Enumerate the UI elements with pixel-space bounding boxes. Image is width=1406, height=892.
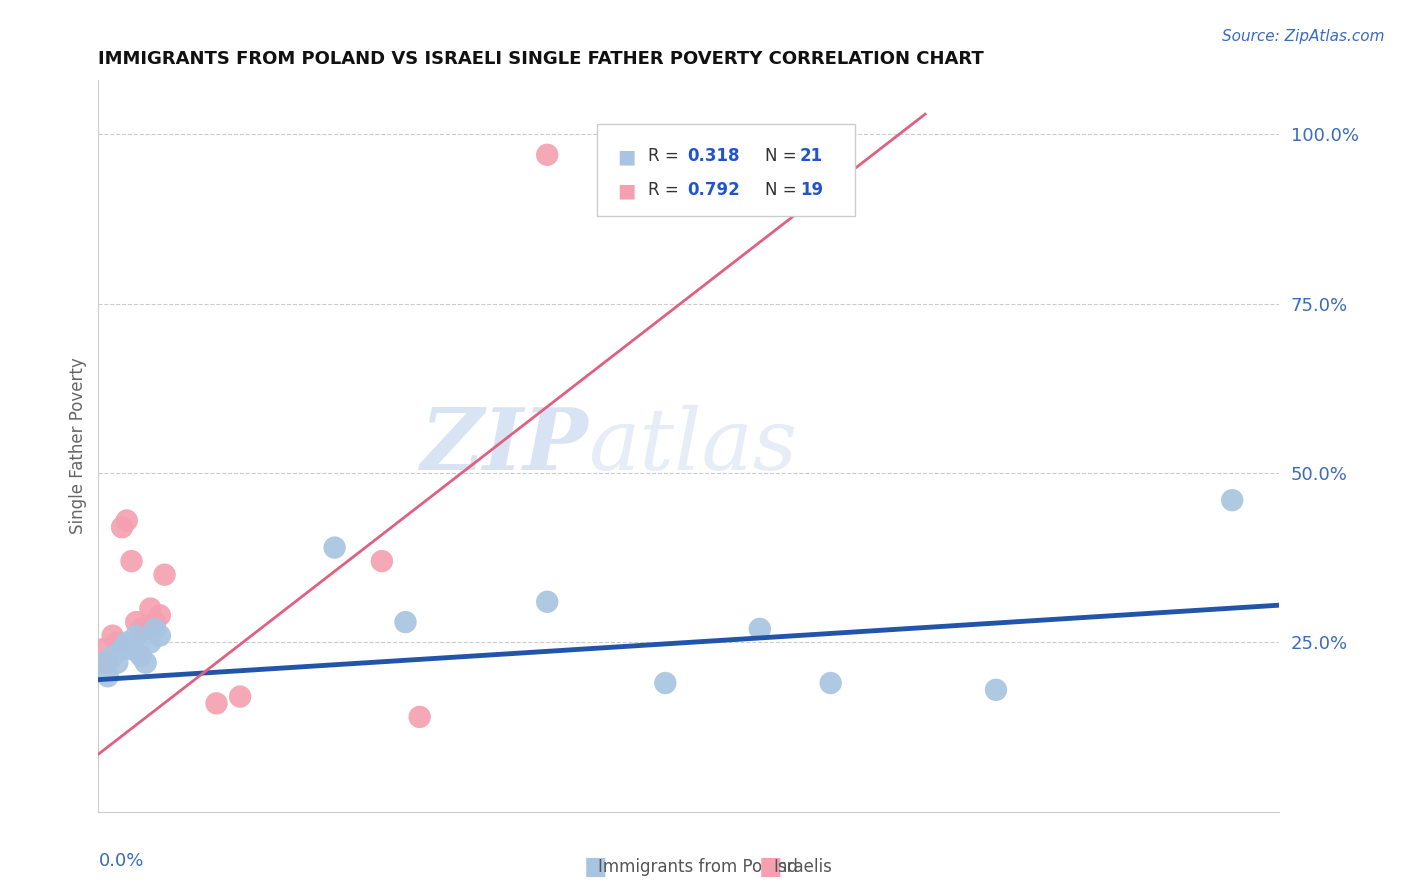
Point — [205, 697, 228, 711]
Point — [139, 601, 162, 615]
Point — [135, 656, 157, 670]
Text: ■: ■ — [583, 855, 607, 879]
Text: ■: ■ — [759, 855, 783, 879]
Point — [111, 642, 134, 657]
Point — [105, 656, 128, 670]
Point — [139, 635, 162, 649]
Point — [229, 690, 252, 704]
Point — [97, 656, 120, 670]
Text: 0.792: 0.792 — [688, 181, 740, 199]
Text: N =: N = — [765, 181, 796, 199]
Text: 19: 19 — [800, 181, 823, 199]
Point — [394, 615, 416, 629]
Point — [129, 648, 152, 663]
Point — [125, 629, 148, 643]
Point — [115, 514, 138, 528]
Point — [536, 595, 558, 609]
Point — [536, 148, 558, 162]
Text: Immigrants from Poland: Immigrants from Poland — [598, 858, 797, 876]
Point — [748, 622, 770, 636]
Point — [121, 642, 143, 657]
Point — [91, 656, 114, 670]
Point — [129, 622, 152, 636]
Text: N =: N = — [765, 147, 796, 165]
Text: ■: ■ — [617, 181, 636, 200]
Point — [91, 642, 114, 657]
Text: Israelis: Israelis — [773, 858, 832, 876]
Point — [153, 567, 176, 582]
Point — [149, 608, 172, 623]
Point — [654, 676, 676, 690]
Point — [135, 622, 157, 636]
Point — [111, 520, 134, 534]
Text: ■: ■ — [617, 147, 636, 166]
Text: 0.0%: 0.0% — [98, 852, 143, 870]
Text: R =: R = — [648, 181, 679, 199]
Text: atlas: atlas — [589, 405, 797, 487]
Point — [97, 669, 120, 683]
Point — [125, 615, 148, 629]
Point — [1220, 493, 1243, 508]
Text: R =: R = — [648, 147, 679, 165]
Point — [101, 648, 124, 663]
Point — [371, 554, 394, 568]
Point — [115, 635, 138, 649]
Point — [820, 676, 842, 690]
Point — [323, 541, 346, 555]
Text: IMMIGRANTS FROM POLAND VS ISRAELI SINGLE FATHER POVERTY CORRELATION CHART: IMMIGRANTS FROM POLAND VS ISRAELI SINGLE… — [98, 50, 984, 68]
Point — [101, 629, 124, 643]
Point — [408, 710, 430, 724]
Text: 21: 21 — [800, 147, 823, 165]
Point — [143, 615, 166, 629]
Point — [121, 554, 143, 568]
Text: 0.318: 0.318 — [688, 147, 740, 165]
Y-axis label: Single Father Poverty: Single Father Poverty — [69, 358, 87, 534]
Point — [105, 635, 128, 649]
Text: Source: ZipAtlas.com: Source: ZipAtlas.com — [1222, 29, 1385, 44]
Point — [149, 629, 172, 643]
Text: ZIP: ZIP — [420, 404, 589, 488]
Point — [984, 682, 1007, 697]
Point — [143, 622, 166, 636]
